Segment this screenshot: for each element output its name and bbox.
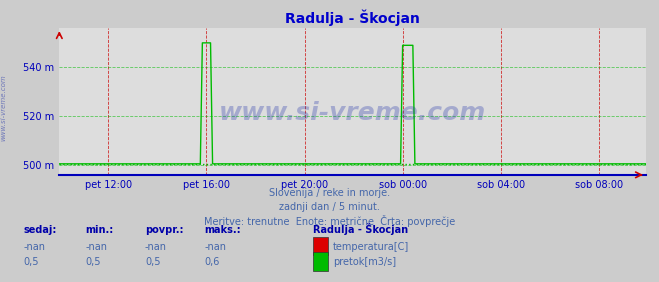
Text: sedaj:: sedaj: — [23, 225, 57, 235]
Text: pretok[m3/s]: pretok[m3/s] — [333, 257, 396, 267]
Text: min.:: min.: — [86, 225, 114, 235]
Text: 0,6: 0,6 — [204, 257, 219, 267]
Text: Slovenija / reke in morje.: Slovenija / reke in morje. — [269, 188, 390, 198]
Text: temperatura[C]: temperatura[C] — [333, 242, 409, 252]
Text: -nan: -nan — [23, 242, 45, 252]
Text: -nan: -nan — [86, 242, 107, 252]
Text: Radulja - Škocjan: Radulja - Škocjan — [313, 223, 408, 235]
Title: Radulja - Škocjan: Radulja - Škocjan — [285, 9, 420, 26]
Text: zadnji dan / 5 minut.: zadnji dan / 5 minut. — [279, 202, 380, 212]
Text: 0,5: 0,5 — [23, 257, 39, 267]
Text: povpr.:: povpr.: — [145, 225, 183, 235]
Text: maks.:: maks.: — [204, 225, 241, 235]
Text: www.si-vreme.com: www.si-vreme.com — [219, 101, 486, 125]
Text: 0,5: 0,5 — [145, 257, 161, 267]
Text: 0,5: 0,5 — [86, 257, 101, 267]
Text: Meritve: trenutne  Enote: metrične  Črta: povprečje: Meritve: trenutne Enote: metrične Črta: … — [204, 215, 455, 227]
Text: -nan: -nan — [145, 242, 167, 252]
Text: -nan: -nan — [204, 242, 226, 252]
Text: www.si-vreme.com: www.si-vreme.com — [0, 74, 7, 140]
